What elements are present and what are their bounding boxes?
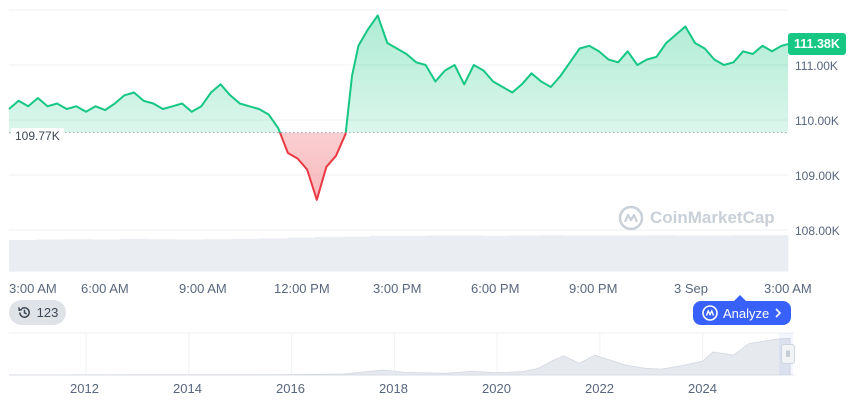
volume-bar	[565, 235, 594, 271]
y-tick-label: 108.00K	[795, 224, 840, 238]
history-count: 123	[36, 305, 59, 320]
volume-bar	[175, 239, 205, 271]
history-clock-icon	[17, 307, 30, 318]
area-below-open	[279, 132, 346, 200]
volume-bar	[676, 235, 705, 271]
x-tick-label: 12:00 PM	[274, 281, 330, 296]
volume-bar	[704, 235, 733, 271]
x-tick-label: 9:00 AM	[179, 281, 227, 296]
chevron-right-icon	[775, 308, 782, 318]
analyze-logo-icon	[702, 305, 718, 321]
volume-bar	[148, 239, 177, 271]
coinmarketcap-logo-icon	[618, 205, 644, 231]
x-tick-label: 9:00 PM	[569, 281, 618, 296]
y-tick-label: 110.00K	[795, 114, 839, 128]
x-tick-label: 6:00 AM	[81, 281, 129, 296]
volume-bar	[426, 235, 455, 271]
baseline-price-label: 109.77K	[11, 128, 64, 144]
navigator-range-handle[interactable]: ll	[781, 344, 795, 364]
x-tick-label: 3:00 AM	[9, 281, 57, 296]
volume-bar	[648, 235, 678, 271]
navigator-history-area	[8, 337, 791, 376]
x-tick-label: 3:00 PM	[373, 281, 422, 296]
watermark-text: CoinMarketCap	[650, 208, 775, 227]
volume-bar	[593, 235, 622, 271]
volume-bar	[732, 235, 761, 271]
x-tick-label: 6:00 PM	[471, 281, 520, 296]
volume-bar	[92, 239, 121, 271]
navigator-year-label: 2018	[379, 381, 408, 396]
price-line-up	[8, 14, 789, 133]
volume-bar	[454, 235, 483, 271]
navigator-year-label: 2012	[70, 381, 99, 396]
volume-bar	[203, 239, 232, 271]
navigator-year-label: 2016	[276, 381, 305, 396]
analyze-button[interactable]: Analyze	[693, 301, 792, 325]
volume-bar	[509, 235, 538, 271]
volume-bar	[120, 238, 149, 271]
area-above-open	[9, 15, 788, 133]
y-tick-label: 109.00K	[795, 169, 840, 183]
navigator-year-label: 2020	[482, 381, 511, 396]
volume-bar	[398, 235, 427, 271]
volume-bar	[287, 237, 316, 271]
navigator-year-label: 2022	[585, 381, 614, 396]
coinmarketcap-watermark: CoinMarketCap	[618, 205, 775, 231]
volume-bar	[231, 238, 260, 271]
volume-bar	[621, 235, 650, 271]
navigator-year-label: 2024	[688, 381, 717, 396]
analyze-label: Analyze	[723, 305, 770, 321]
volume-bar	[481, 235, 511, 271]
current-price-badge: 111.38K	[788, 33, 846, 55]
volume-bar	[9, 239, 38, 271]
volume-bar	[342, 236, 371, 271]
volume-bar	[370, 235, 399, 271]
volume-bar	[259, 238, 288, 271]
volume-bar	[64, 239, 93, 271]
volume-bar	[760, 235, 789, 271]
volume-bar	[36, 239, 65, 271]
volume-bar	[315, 236, 344, 271]
y-tick-label: 111.00K	[795, 59, 838, 73]
x-tick-label: 3 Sep	[674, 281, 708, 296]
volume-bar	[537, 235, 566, 271]
history-button[interactable]: 123	[9, 300, 66, 325]
navigator-year-label: 2014	[173, 381, 202, 396]
x-tick-label: 3:00 AM	[764, 281, 812, 296]
analyze-pointer	[734, 295, 746, 301]
